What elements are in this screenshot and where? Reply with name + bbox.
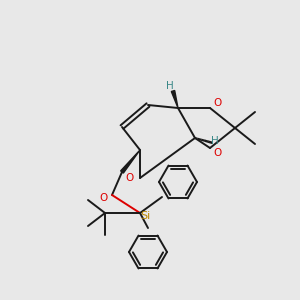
Text: Si: Si bbox=[140, 211, 150, 221]
Text: H: H bbox=[211, 136, 219, 146]
Text: O: O bbox=[100, 193, 108, 203]
Text: H: H bbox=[166, 81, 174, 91]
Polygon shape bbox=[121, 150, 140, 173]
Text: O: O bbox=[126, 173, 134, 183]
Text: O: O bbox=[213, 98, 221, 108]
Polygon shape bbox=[171, 91, 178, 108]
Text: O: O bbox=[213, 148, 221, 158]
